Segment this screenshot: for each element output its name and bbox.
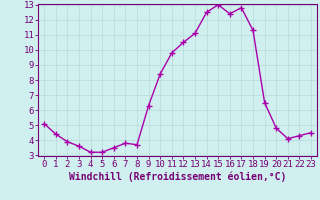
X-axis label: Windchill (Refroidissement éolien,°C): Windchill (Refroidissement éolien,°C) xyxy=(69,172,286,182)
